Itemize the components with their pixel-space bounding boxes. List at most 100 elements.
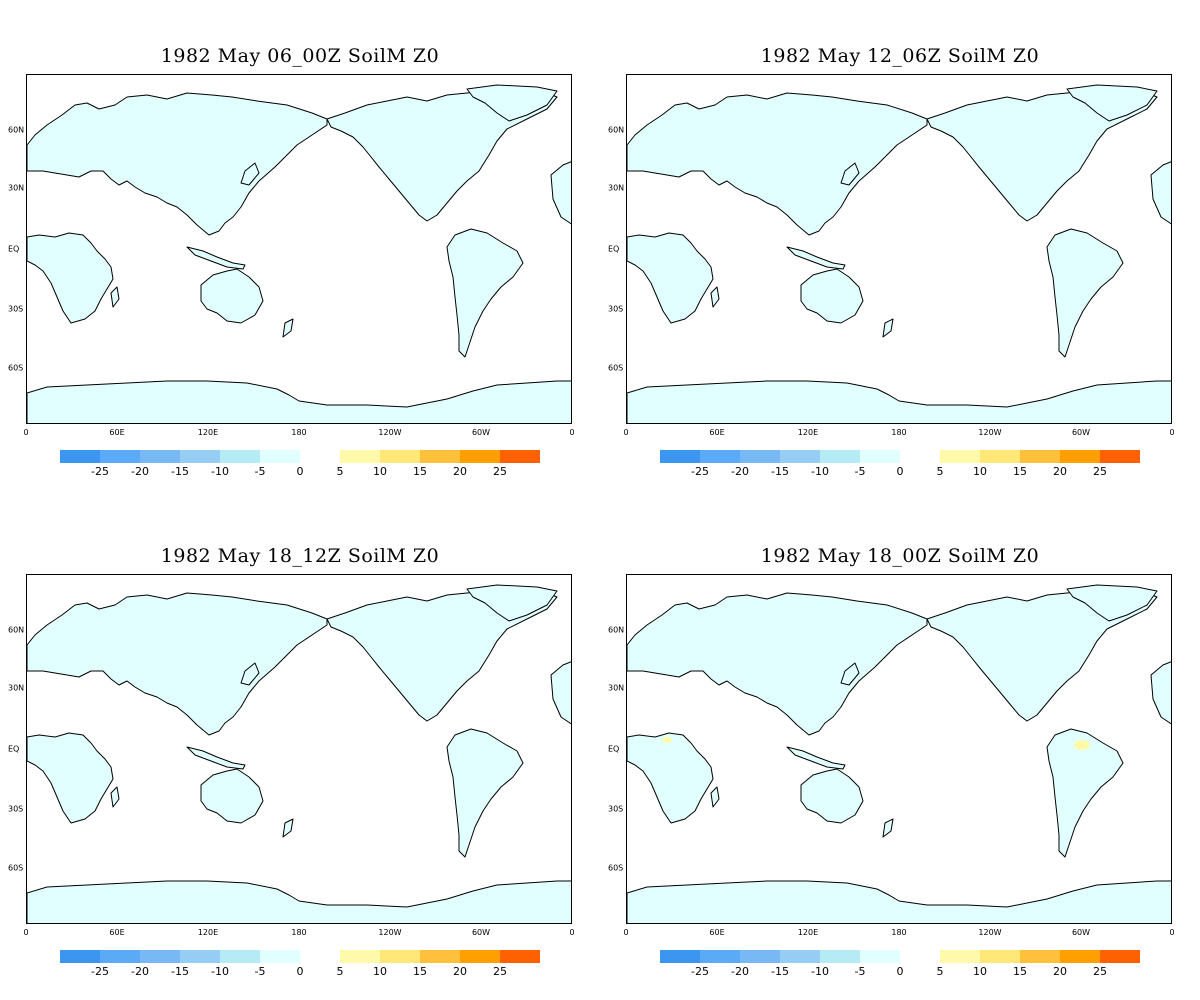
latitude-label: 30S: [8, 304, 24, 314]
colorbar-tick-label: -25: [691, 965, 709, 978]
longitude-label: 0: [623, 428, 629, 437]
latitude-label: 60S: [8, 863, 24, 873]
colorbar-swatch: [820, 950, 860, 963]
map-panel: 1982 May 12_06Z SoilM Z0: [600, 0, 1200, 500]
japan-island: [840, 662, 860, 686]
map-panel: 1982 May 06_00Z SoilM Z0: [0, 0, 600, 500]
world-map: [27, 84, 571, 423]
colorbar-swatch: [700, 950, 740, 963]
colorbar-swatch: [180, 950, 220, 963]
colorbar-swatch: [860, 950, 900, 963]
north-america-landmass: [326, 90, 558, 222]
colorbar-swatch: [380, 450, 420, 463]
north-america-landmass: [326, 590, 558, 722]
colorbar-swatch: [340, 950, 380, 963]
colorbar-tick-label: 10: [373, 465, 387, 478]
colorbar-swatch: [980, 450, 1020, 463]
colorbar-swatch: [780, 950, 820, 963]
panel-title: 1982 May 12_06Z SoilM Z0: [760, 45, 1040, 67]
longitude-label: 120W: [378, 428, 402, 437]
longitude-label: 0: [569, 928, 575, 937]
map-frame: [26, 74, 572, 424]
colorbar-swatch: [1060, 450, 1100, 463]
colorbar-tick-label: 25: [1093, 465, 1107, 478]
colorbar-tick-label: 25: [493, 465, 507, 478]
colorbar-swatch: [140, 950, 180, 963]
colorbar-tick-label: -5: [854, 465, 866, 478]
colorbar-swatch: [1100, 950, 1140, 963]
longitude-label: 120E: [797, 928, 819, 937]
map-frame: [26, 574, 572, 924]
longitude-label: 60W: [1071, 428, 1091, 437]
colorbar-tick-label: -15: [171, 965, 189, 978]
colorbar-swatch: [740, 950, 780, 963]
latitude-label: EQ: [8, 244, 20, 254]
australia-landmass: [800, 768, 864, 824]
latitude-label: 60S: [608, 363, 624, 373]
europe-edge-landmass: [550, 161, 571, 225]
madagascar-island: [110, 286, 120, 308]
colorbar-tick-label: 0: [296, 965, 304, 978]
longitude-label: 0: [569, 428, 575, 437]
europe-edge-landmass: [1150, 161, 1171, 225]
panel-title: 1982 May 18_12Z SoilM Z0: [160, 545, 440, 567]
colorbar-negative: [660, 450, 900, 463]
indonesia-islands: [186, 746, 246, 770]
colorbar-tick-label: 10: [373, 965, 387, 978]
colorbar-tick-label: 5: [336, 465, 344, 478]
new-zealand-island: [282, 318, 294, 338]
japan-island: [840, 162, 860, 186]
colorbar-swatch: [660, 950, 700, 963]
north-america-landmass: [926, 590, 1158, 722]
colorbar-swatch: [220, 450, 260, 463]
panel-title: 1982 May 18_00Z SoilM Z0: [760, 545, 1040, 567]
madagascar-island: [710, 286, 720, 308]
colorbar-swatch: [660, 450, 700, 463]
longitude-label: 120E: [197, 928, 219, 937]
greenland-landmass: [1066, 84, 1158, 122]
colorbar-swatch: [1020, 450, 1060, 463]
latitude-label: 30N: [608, 183, 625, 193]
colorbar-swatch: [340, 450, 380, 463]
colorbar-swatch: [700, 450, 740, 463]
colorbar-swatch: [260, 950, 300, 963]
colorbar-swatch: [380, 950, 420, 963]
colorbar-tick-label: -20: [731, 965, 749, 978]
longitude-label: 180: [291, 928, 307, 937]
colorbar-tick-label: 15: [413, 965, 427, 978]
colorbar-tick-label: 15: [1013, 465, 1027, 478]
colorbar-tick-label: 5: [336, 965, 344, 978]
colorbar-swatch: [460, 450, 500, 463]
longitude-label: 0: [623, 928, 629, 937]
colorbar-swatch: [860, 450, 900, 463]
colorbar-tick-label: -20: [731, 465, 749, 478]
madagascar-island: [110, 786, 120, 808]
colorbar-swatch: [180, 450, 220, 463]
antarctica-landmass: [27, 380, 571, 423]
colorbar-swatch: [500, 950, 540, 963]
colorbar-tick-label: 5: [936, 465, 944, 478]
longitude-label: 0: [23, 928, 29, 937]
world-map: [627, 584, 1171, 923]
south-america-landmass: [1046, 228, 1124, 358]
latitude-label: EQ: [608, 244, 620, 254]
precipitation-patch: [662, 737, 1090, 750]
africa-landmass: [27, 732, 114, 824]
colorbar-tick-label: -20: [131, 465, 149, 478]
eurasia-landmass: [27, 92, 328, 236]
colorbar-negative: [60, 450, 300, 463]
longitude-label: 60W: [471, 428, 491, 437]
eurasia-landmass: [627, 592, 928, 736]
colorbar-swatch: [100, 950, 140, 963]
longitude-label: 120W: [378, 928, 402, 937]
colorbar-swatch: [260, 450, 300, 463]
longitude-label: 60W: [471, 928, 491, 937]
colorbar-tick-label: -5: [854, 965, 866, 978]
greenland-landmass: [466, 584, 558, 622]
colorbar-tick-label: -15: [771, 465, 789, 478]
longitude-label: 60E: [109, 928, 125, 937]
latitude-label: 30S: [608, 804, 624, 814]
map-panel: 1982 May 18_12Z SoilM Z0: [0, 500, 600, 1000]
colorbar-swatch: [420, 450, 460, 463]
longitude-label: 120W: [978, 428, 1002, 437]
